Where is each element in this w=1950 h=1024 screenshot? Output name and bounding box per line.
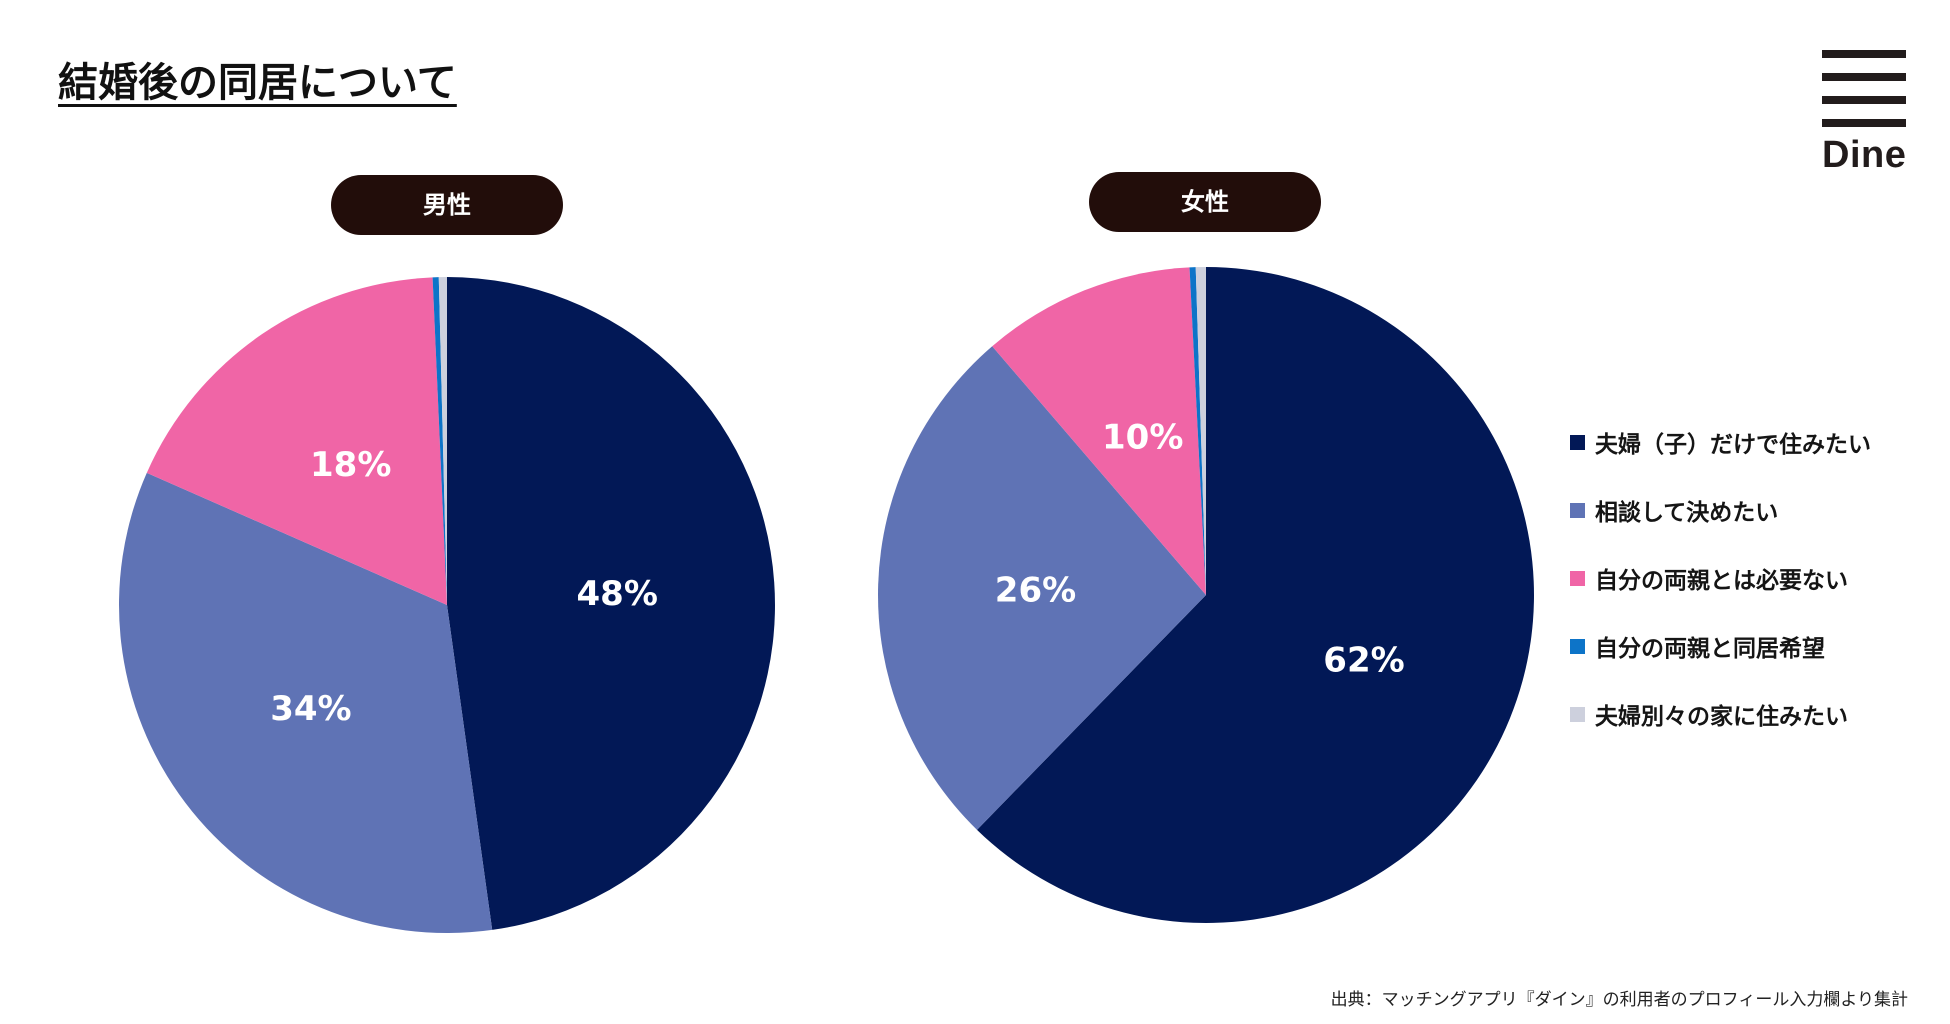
pie-slice xyxy=(877,346,1206,830)
slice-data-label: 10% xyxy=(1102,418,1183,458)
pie-slice xyxy=(447,277,775,930)
dine-logo: Dine xyxy=(1822,50,1910,177)
pie-slice xyxy=(992,267,1206,595)
legend-item: 相談して決めたい xyxy=(1570,498,1871,526)
legend-label: 自分の両親とは必要ない xyxy=(1595,568,1848,594)
source-note: 出典：マッチングアプリ『ダイン』の利用者のプロフィール入力欄より集計 xyxy=(1330,990,1908,1010)
slice-data-label: 48% xyxy=(577,574,658,614)
legend-swatch xyxy=(1570,638,1585,654)
legend-swatch xyxy=(1570,502,1585,518)
legend-label: 自分の両親と同居希望 xyxy=(1595,636,1825,662)
logo-bars-icon xyxy=(1822,50,1910,127)
legend-item: 自分の両親とは必要ない xyxy=(1570,566,1871,594)
slice-data-label: 62% xyxy=(1323,640,1404,680)
legend: 夫婦（子）だけで住みたい 相談して決めたい 自分の両親とは必要ない 自分の両親と… xyxy=(1570,430,1871,770)
legend-swatch xyxy=(1570,570,1585,586)
slice-data-label: 26% xyxy=(995,571,1076,611)
pie-slice xyxy=(977,267,1534,923)
pie-chart-female: 62% 26% 10% xyxy=(877,267,1534,923)
legend-item: 自分の両親と同居希望 xyxy=(1570,634,1871,662)
legend-label: 夫婦（子）だけで住みたい xyxy=(1595,432,1871,458)
legend-item: 夫婦別々の家に住みたい xyxy=(1570,702,1871,730)
pie-slice xyxy=(438,276,447,605)
slice-data-label: 18% xyxy=(310,445,391,485)
legend-item: 夫婦（子）だけで住みたい xyxy=(1570,430,1871,458)
legend-label: 夫婦別々の家に住みたい xyxy=(1595,704,1848,730)
pie-slice xyxy=(1189,267,1206,595)
pie-slice xyxy=(146,277,448,605)
chart-title-male: 男性 xyxy=(331,175,563,235)
page-title: 結婚後の同居について xyxy=(58,60,457,106)
pie-slice xyxy=(1195,267,1206,595)
legend-label: 相談して決めたい xyxy=(1595,500,1779,526)
chart-title-female: 女性 xyxy=(1089,172,1321,232)
logo-text: Dine xyxy=(1822,134,1907,176)
pie-chart-male: 48% 34% 18% xyxy=(119,276,775,933)
pie-slice xyxy=(119,472,493,933)
pie-slice xyxy=(432,277,447,605)
slice-data-label: 34% xyxy=(270,689,351,729)
legend-swatch xyxy=(1570,434,1585,450)
legend-swatch xyxy=(1570,706,1585,722)
